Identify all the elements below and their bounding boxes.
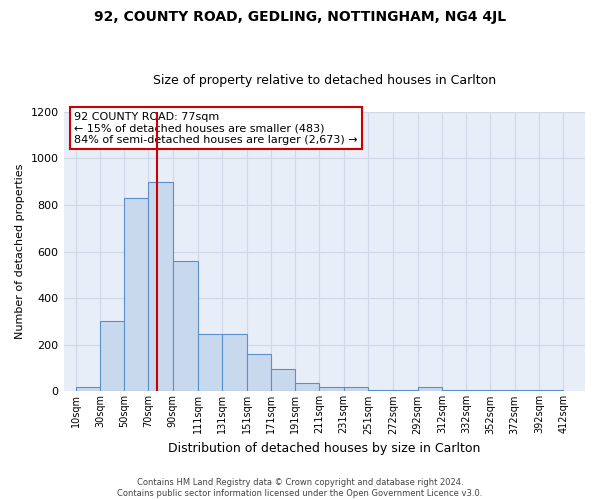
Text: 92 COUNTY ROAD: 77sqm
← 15% of detached houses are smaller (483)
84% of semi-det: 92 COUNTY ROAD: 77sqm ← 15% of detached …	[74, 112, 358, 145]
Text: 92, COUNTY ROAD, GEDLING, NOTTINGHAM, NG4 4JL: 92, COUNTY ROAD, GEDLING, NOTTINGHAM, NG…	[94, 10, 506, 24]
Bar	[148, 182, 173, 392]
Bar	[490, 390, 515, 392]
Bar	[247, 354, 271, 392]
Bar	[198, 334, 223, 392]
Bar	[319, 386, 344, 392]
Bar	[368, 390, 394, 392]
Bar	[100, 322, 124, 392]
Bar	[394, 390, 418, 392]
Bar	[466, 390, 490, 392]
Bar	[539, 390, 563, 392]
Title: Size of property relative to detached houses in Carlton: Size of property relative to detached ho…	[153, 74, 496, 87]
Y-axis label: Number of detached properties: Number of detached properties	[15, 164, 25, 340]
Bar	[295, 383, 319, 392]
Bar	[271, 370, 295, 392]
Bar	[515, 390, 539, 392]
Text: Contains HM Land Registry data © Crown copyright and database right 2024.
Contai: Contains HM Land Registry data © Crown c…	[118, 478, 482, 498]
Bar	[124, 198, 148, 392]
Bar	[223, 334, 247, 392]
Bar	[442, 390, 466, 392]
Bar	[173, 261, 198, 392]
Bar	[76, 386, 100, 392]
Bar	[344, 386, 368, 392]
X-axis label: Distribution of detached houses by size in Carlton: Distribution of detached houses by size …	[168, 442, 481, 455]
Bar	[418, 386, 442, 392]
